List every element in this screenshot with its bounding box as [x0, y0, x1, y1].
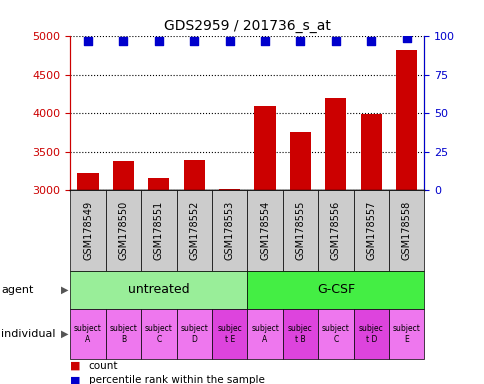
Text: subject
A: subject A: [251, 324, 278, 344]
Point: [154, 38, 162, 44]
Point: [260, 38, 268, 44]
Bar: [325, 98, 346, 190]
Text: subject
A: subject A: [74, 324, 102, 344]
Bar: [360, 114, 381, 190]
Bar: [77, 173, 98, 190]
Text: GSM178557: GSM178557: [365, 201, 376, 260]
Text: untreated: untreated: [128, 283, 189, 296]
Text: GSM178552: GSM178552: [189, 201, 199, 260]
Bar: [219, 189, 240, 190]
Text: ■: ■: [70, 375, 81, 384]
Point: [190, 38, 197, 44]
Bar: [113, 161, 134, 190]
Text: percentile rank within the sample: percentile rank within the sample: [89, 375, 264, 384]
Text: GSM178550: GSM178550: [118, 201, 128, 260]
Text: subjec
t D: subjec t D: [358, 324, 383, 344]
Text: GSM178549: GSM178549: [83, 201, 93, 260]
Text: ▶: ▶: [60, 285, 68, 295]
Text: GSM178558: GSM178558: [401, 201, 411, 260]
Text: GSM178551: GSM178551: [153, 201, 164, 260]
Text: subjec
t B: subjec t B: [287, 324, 312, 344]
Text: ▶: ▶: [60, 329, 68, 339]
Text: count: count: [89, 361, 118, 371]
Text: GSM178553: GSM178553: [224, 201, 234, 260]
Bar: [148, 178, 169, 190]
Point: [84, 38, 92, 44]
Text: subject
E: subject E: [392, 324, 420, 344]
Text: subject
D: subject D: [180, 324, 208, 344]
Text: subject
B: subject B: [109, 324, 137, 344]
Text: G-CSF: G-CSF: [316, 283, 354, 296]
Text: subjec
t E: subjec t E: [217, 324, 242, 344]
Bar: [183, 160, 204, 190]
Text: GSM178554: GSM178554: [259, 201, 270, 260]
Point: [296, 38, 303, 44]
Text: subject
C: subject C: [145, 324, 172, 344]
Text: GSM178556: GSM178556: [330, 201, 340, 260]
Bar: [395, 50, 416, 190]
Text: individual: individual: [1, 329, 55, 339]
Title: GDS2959 / 201736_s_at: GDS2959 / 201736_s_at: [164, 19, 330, 33]
Point: [331, 38, 339, 44]
Text: ■: ■: [70, 361, 81, 371]
Bar: [289, 132, 310, 190]
Text: GSM178555: GSM178555: [295, 201, 305, 260]
Point: [366, 38, 374, 44]
Text: agent: agent: [1, 285, 33, 295]
Point: [402, 35, 409, 41]
Bar: [254, 106, 275, 190]
Text: subject
C: subject C: [321, 324, 349, 344]
Point: [119, 38, 127, 44]
Point: [225, 38, 233, 44]
